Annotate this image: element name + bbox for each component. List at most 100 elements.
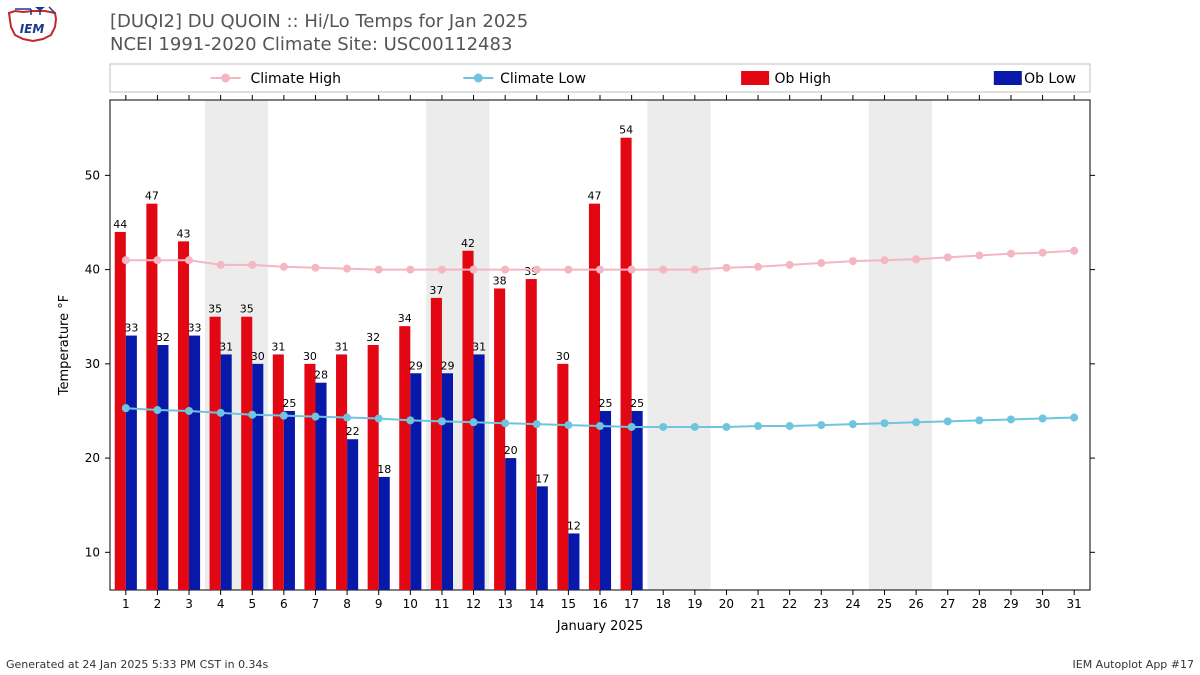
x-tick-label: 7 <box>312 597 320 611</box>
ob-low-bar <box>632 411 643 590</box>
climate-high-marker <box>628 266 636 274</box>
ob-high-bar <box>526 279 537 590</box>
climate-low-marker <box>881 419 889 427</box>
climate-high-marker <box>944 253 952 261</box>
ob-high-value: 44 <box>113 218 127 231</box>
climate-low-marker <box>596 422 604 430</box>
climate-high-marker <box>406 266 414 274</box>
climate-low-marker <box>912 418 920 426</box>
footer-app: IEM Autoplot App #17 <box>1073 658 1195 671</box>
climate-low-marker <box>1039 415 1047 423</box>
ob-low-bar <box>379 477 390 590</box>
ob-low-value: 29 <box>440 359 454 372</box>
x-tick-label: 1 <box>122 597 130 611</box>
ob-high-bar <box>621 138 632 590</box>
ob-high-bar <box>210 317 221 590</box>
x-tick-label: 28 <box>972 597 987 611</box>
climate-high-marker <box>817 259 825 267</box>
y-tick-label: 50 <box>85 168 100 182</box>
climate-low-marker <box>944 417 952 425</box>
climate-low-marker <box>217 409 225 417</box>
climate-high-marker <box>470 266 478 274</box>
climate-high-marker <box>343 265 351 273</box>
climate-high-marker <box>375 266 383 274</box>
x-tick-label: 13 <box>498 597 513 611</box>
climate-low-marker <box>754 422 762 430</box>
climate-high-marker <box>722 264 730 272</box>
x-tick-label: 20 <box>719 597 734 611</box>
ob-high-value: 32 <box>366 331 380 344</box>
climate-high-marker <box>153 256 161 264</box>
climate-low-marker <box>975 416 983 424</box>
x-tick-label: 6 <box>280 597 288 611</box>
ob-high-value: 54 <box>619 124 633 137</box>
ob-high-bar <box>557 364 568 590</box>
climate-low-marker <box>406 416 414 424</box>
ob-low-bar <box>126 336 137 590</box>
ob-low-bar <box>442 373 453 590</box>
climate-low-marker <box>786 422 794 430</box>
legend-label: Climate High <box>250 71 341 87</box>
climate-high-marker <box>501 266 509 274</box>
ob-low-value: 22 <box>346 425 360 438</box>
climate-high-marker <box>659 266 667 274</box>
x-tick-label: 2 <box>154 597 162 611</box>
legend-swatch <box>994 71 1022 85</box>
climate-high-marker <box>122 256 130 264</box>
ob-low-value: 32 <box>156 331 170 344</box>
x-tick-label: 31 <box>1067 597 1082 611</box>
climate-high-marker <box>849 257 857 265</box>
ob-high-value: 31 <box>335 340 349 353</box>
temperature-chart: 1020304050123456789101112131415161718192… <box>0 0 1200 675</box>
ob-low-bar <box>157 345 168 590</box>
climate-high-marker <box>975 251 983 259</box>
ob-low-value: 25 <box>599 397 613 410</box>
ob-low-value: 33 <box>188 322 202 335</box>
ob-high-value: 38 <box>493 274 507 287</box>
ob-low-bar <box>600 411 611 590</box>
ob-high-value: 34 <box>398 312 412 325</box>
climate-low-marker <box>248 411 256 419</box>
ob-low-value: 30 <box>251 350 265 363</box>
ob-high-value: 47 <box>587 190 601 203</box>
x-tick-label: 3 <box>185 597 193 611</box>
ob-low-bar <box>189 336 200 590</box>
ob-low-bar <box>221 354 232 590</box>
x-tick-label: 24 <box>845 597 860 611</box>
x-axis-label: January 2025 <box>556 619 644 634</box>
y-axis-label: Temperature °F <box>57 295 72 396</box>
x-tick-label: 22 <box>782 597 797 611</box>
y-tick-label: 20 <box>85 451 100 465</box>
ob-high-value: 35 <box>208 303 222 316</box>
climate-low-marker <box>122 404 130 412</box>
ob-high-value: 31 <box>271 340 285 353</box>
climate-low-marker <box>659 423 667 431</box>
climate-low-marker <box>311 413 319 421</box>
x-tick-label: 23 <box>814 597 829 611</box>
climate-high-marker <box>185 256 193 264</box>
ob-high-value: 35 <box>240 303 254 316</box>
climate-low-marker <box>343 414 351 422</box>
weekend-band <box>869 100 932 590</box>
climate-high-marker <box>311 264 319 272</box>
ob-high-bar <box>336 354 347 590</box>
climate-high-marker <box>1007 250 1015 258</box>
ob-low-value: 12 <box>567 519 581 532</box>
climate-low-marker <box>438 417 446 425</box>
legend-swatch <box>741 71 769 85</box>
ob-low-bar <box>410 373 421 590</box>
legend-label: Ob Low <box>1024 71 1076 87</box>
ob-low-value: 28 <box>314 369 328 382</box>
ob-low-value: 31 <box>472 340 486 353</box>
ob-high-bar <box>431 298 442 590</box>
climate-low-marker <box>533 420 541 428</box>
climate-low-marker <box>375 415 383 423</box>
y-tick-label: 30 <box>85 357 100 371</box>
footer-generated: Generated at 24 Jan 2025 5:33 PM CST in … <box>6 658 268 671</box>
climate-high-marker <box>438 266 446 274</box>
x-tick-label: 9 <box>375 597 383 611</box>
x-tick-label: 17 <box>624 597 639 611</box>
climate-low-marker <box>817 421 825 429</box>
climate-low-marker <box>722 423 730 431</box>
climate-low-marker <box>691 423 699 431</box>
